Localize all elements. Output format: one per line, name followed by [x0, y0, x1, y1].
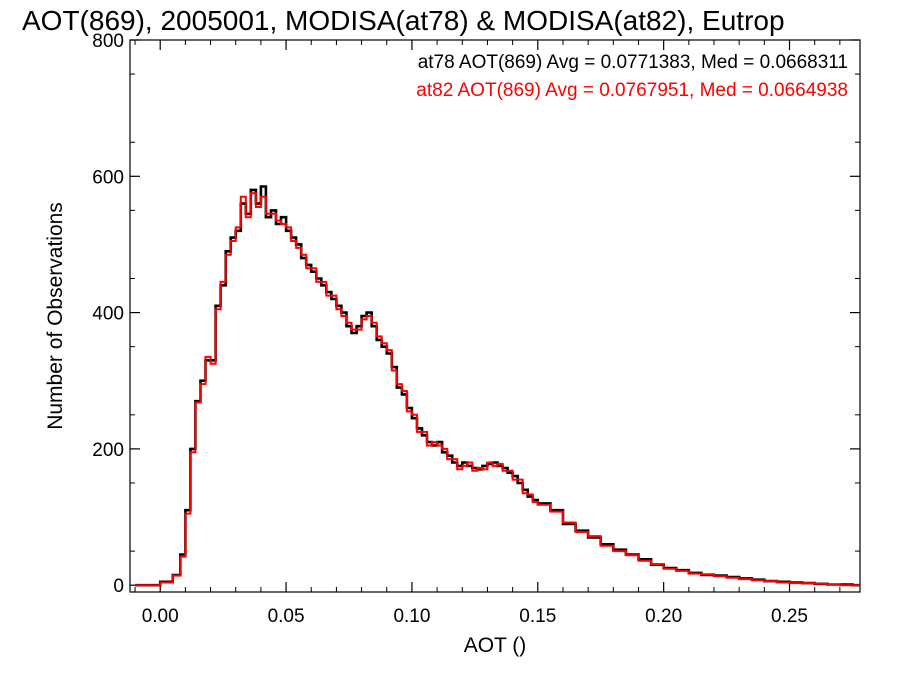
y-axis-label: Number of Observations: [44, 202, 67, 430]
x-tick-label: 0.20: [645, 606, 682, 627]
x-tick-label: 0.10: [393, 606, 430, 627]
x-axis-label: AOT (): [464, 634, 527, 657]
x-tick-label: 0.25: [771, 606, 808, 627]
y-tick-label: 400: [92, 304, 124, 325]
y-tick-label: 800: [92, 31, 124, 52]
x-tick-label: 0.15: [519, 606, 556, 627]
series-at78-line: [135, 185, 860, 587]
plot-frame: [129, 39, 861, 593]
x-tick-label: 0.00: [142, 606, 179, 627]
y-tick-label: 200: [92, 440, 124, 461]
y-tick-label: 0: [113, 576, 124, 597]
chart-title: AOT(869), 2005001, MODISA(at78) & MODISA…: [22, 5, 785, 36]
y-tick-label: 600: [92, 167, 124, 188]
series-at82-line: [135, 192, 860, 587]
x-tick-label: 0.05: [268, 606, 305, 627]
annotation-at82: at82 AOT(869) Avg = 0.0767951, Med = 0.0…: [416, 80, 848, 101]
annotation-at78: at78 AOT(869) Avg = 0.0771383, Med = 0.0…: [418, 52, 848, 73]
